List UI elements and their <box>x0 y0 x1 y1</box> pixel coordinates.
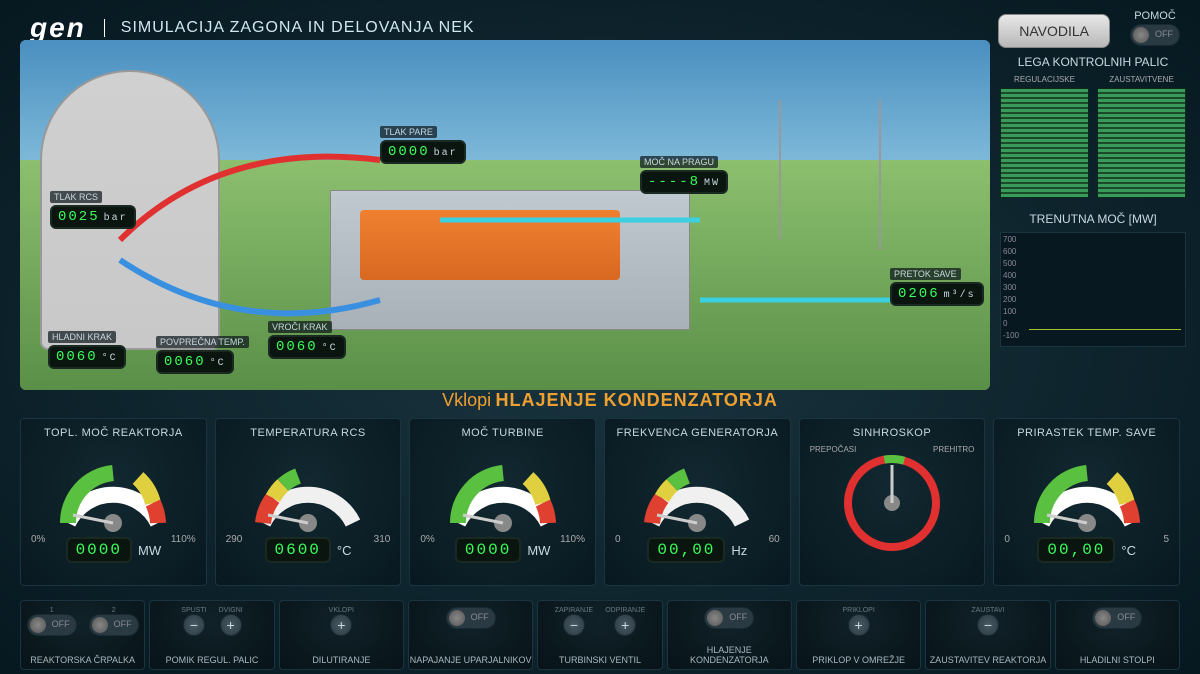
rods-shutdown-bar <box>1097 88 1186 198</box>
control-8-toggle[interactable]: OFF <box>1092 607 1142 629</box>
control-0-toggle-1[interactable]: OFF <box>27 614 77 636</box>
pomoc-label: POMOČ <box>1130 10 1180 22</box>
instruction-main: HLAJENJE KONDENZATORJA <box>496 390 778 410</box>
pretokSave-label: PRETOK SAVE <box>890 268 961 280</box>
gauge-3-title: FREKVENCA GENERATORJA <box>611 427 784 439</box>
control-3-label: NAPAJANJE UPARJALNIKOV <box>409 655 532 665</box>
control-3: OFF NAPAJANJE UPARJALNIKOV <box>408 600 533 670</box>
power-ytick-1: 600 <box>1003 247 1016 256</box>
navodila-button[interactable]: NAVODILA <box>998 14 1110 48</box>
control-4-label: TURBINSKI VENTIL <box>538 655 661 665</box>
control-5: OFF HLAJENJE KONDENZATORJA <box>667 600 792 670</box>
control-1-minus[interactable]: − <box>183 614 205 636</box>
control-4: ZAPIRANJE−ODPIRANJE+TURBINSKI VENTIL <box>537 600 662 670</box>
control-2-label: DILUTIRANJE <box>280 655 403 665</box>
mocNaPragu-readout: ----8MW <box>640 170 728 194</box>
gauge-0: TOPL. MOČ REAKTORJA0%110%0000MW <box>20 418 207 586</box>
gauge-5-value: 00,00 <box>1037 537 1115 563</box>
control-2-plus[interactable]: + <box>330 614 352 636</box>
pomoc-toggle[interactable]: OFF <box>1130 24 1180 46</box>
control-0-toggle-2[interactable]: OFF <box>89 614 139 636</box>
control-0-label: REAKTORSKA ČRPALKA <box>21 655 144 665</box>
gauge-2-value: 0000 <box>455 537 521 563</box>
gauge-0-value: 0000 <box>66 537 132 563</box>
gauge-0-title: TOPL. MOČ REAKTORJA <box>27 427 200 439</box>
gauge-5-title: PRIRASTEK TEMP. SAVE <box>1000 427 1173 439</box>
gauge-2: MOČ TURBINE0%110%0000MW <box>409 418 596 586</box>
control-8: OFF HLADILNI STOLPI <box>1055 600 1180 670</box>
control-2: VKLOPI+DILUTIRANJE <box>279 600 404 670</box>
power-ytick-7: 0 <box>1003 319 1007 328</box>
gauge-4: SINHROSKOPPREPOČASIPREHITRO <box>799 418 986 586</box>
hladniKrak-readout: 0060°C <box>48 345 126 369</box>
power-ytick-6: 100 <box>1003 307 1016 316</box>
gauge-3: FREKVENCA GENERATORJA06000,00Hz <box>604 418 791 586</box>
tlakRcs-readout: 0025bar <box>50 205 136 229</box>
gauge-1-value: 0600 <box>265 537 331 563</box>
mocNaPragu-label: MOČ NA PRAGU <box>640 156 718 168</box>
control-7: ZAUSTAVI−ZAUSTAVITEV REAKTORJA <box>925 600 1050 670</box>
povprecnaTemp-readout: 0060°C <box>156 350 234 374</box>
rods-title: LEGA KONTROLNIH PALIC <box>1000 55 1186 69</box>
control-6-plus[interactable]: + <box>848 614 870 636</box>
rods-col1-label: REGULACIJSKE <box>1000 75 1089 84</box>
gauge-1: TEMPERATURA RCS2903100600°C <box>215 418 402 586</box>
gauge-4-title: SINHROSKOP <box>806 427 979 439</box>
tlakPare-label: TLAK PARE <box>380 126 437 138</box>
control-5-label: HLAJENJE KONDENZATORJA <box>668 645 791 665</box>
control-7-label: ZAUSTAVITEV REAKTORJA <box>926 655 1049 665</box>
control-1-plus[interactable]: + <box>220 614 242 636</box>
pretokSave-readout: 0206m³/s <box>890 282 984 306</box>
control-4-minus[interactable]: − <box>563 614 585 636</box>
power-ytick-2: 500 <box>1003 259 1016 268</box>
gauge-1-title: TEMPERATURA RCS <box>222 427 395 439</box>
control-0: 1OFF2OFFREAKTORSKA ČRPALKA <box>20 600 145 670</box>
control-4-plus[interactable]: + <box>614 614 636 636</box>
rods-regulation-bar <box>1000 88 1089 198</box>
povprecnaTemp-label: POVPREČNA TEMP. <box>156 336 249 348</box>
vrociKrak-label: VROČI KRAK <box>268 321 332 333</box>
control-5-toggle[interactable]: OFF <box>704 607 754 629</box>
control-6-label: PRIKLOP V OMREŽJE <box>797 655 920 665</box>
control-6: PRIKLOPI+PRIKLOP V OMREŽJE <box>796 600 921 670</box>
power-ytick-8: -100 <box>1003 331 1019 340</box>
power-chart: 700 600 500 400 300 200 100 0 -100 <box>1000 232 1186 347</box>
instruction-bar: Vklopi HLAJENJE KONDENZATORJA <box>260 390 960 411</box>
plant-schematic: TLAK PARE 0000bar MOČ NA PRAGU ----8MW TLAK … <box>20 40 990 390</box>
power-ytick-5: 200 <box>1003 295 1016 304</box>
power-ytick-4: 300 <box>1003 283 1016 292</box>
hladniKrak-label: HLADNI KRAK <box>48 331 116 343</box>
control-7-minus[interactable]: − <box>977 614 999 636</box>
power-chart-title: TRENUTNA MOČ [MW] <box>1000 212 1186 226</box>
control-1-label: POMIK REGUL. PALIC <box>150 655 273 665</box>
tlakPare-readout: 0000bar <box>380 140 466 164</box>
control-3-toggle[interactable]: OFF <box>446 607 496 629</box>
power-ytick-0: 700 <box>1003 235 1016 244</box>
rods-col2-label: ZAUSTAVITVENE <box>1097 75 1186 84</box>
pomoc-state: OFF <box>1155 29 1173 39</box>
control-1: SPUSTI−DVIGNI+POMIK REGUL. PALIC <box>149 600 274 670</box>
app-title: SIMULACIJA ZAGONA IN DELOVANJA NEK <box>104 19 475 37</box>
gauge-3-value: 00,00 <box>647 537 725 563</box>
instruction-prefix: Vklopi <box>442 390 491 410</box>
gauge-5: PRIRASTEK TEMP. SAVE0500,00°C <box>993 418 1180 586</box>
gauge-2-title: MOČ TURBINE <box>416 427 589 439</box>
control-8-label: HLADILNI STOLPI <box>1056 655 1179 665</box>
power-ytick-3: 400 <box>1003 271 1016 280</box>
tlakRcs-label: TLAK RCS <box>50 191 102 203</box>
vrociKrak-readout: 0060°C <box>268 335 346 359</box>
